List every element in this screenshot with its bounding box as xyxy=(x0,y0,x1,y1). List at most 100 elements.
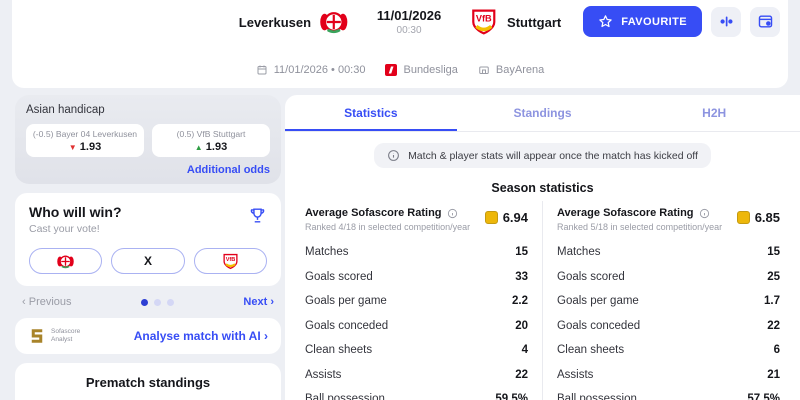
trophy-icon xyxy=(248,206,267,225)
leverkusen-logo-icon xyxy=(320,8,348,36)
sidebar: Asian handicap (-0.5) Bayer 04 Leverkuse… xyxy=(15,95,281,400)
star-icon xyxy=(598,14,613,29)
carousel-dots xyxy=(140,298,174,306)
away-rank-note: Ranked 5/18 in selected competition/year xyxy=(557,222,723,232)
info-icon xyxy=(447,208,458,219)
stat-row: Clean sheets 6 xyxy=(557,344,780,356)
stat-row: Assists 21 xyxy=(557,368,780,381)
sofascore-analyst-brand: Sofascore Analyst xyxy=(28,327,80,345)
stadium-icon xyxy=(478,64,490,76)
match-meta: 11/01/2026 • 00:30 Bundesliga BayArena xyxy=(12,64,788,76)
svg-text:VfB: VfB xyxy=(226,257,236,263)
additional-odds-link[interactable]: Additional odds xyxy=(186,164,270,176)
stat-row: Matches 15 xyxy=(557,246,780,258)
away-team-name: Stuttgart xyxy=(507,14,562,30)
stat-row: Goals conceded 22 xyxy=(557,319,780,332)
favourite-label: FAVOURITE xyxy=(621,15,687,28)
vote-card: Who will win? Cast your vote! xyxy=(15,193,281,286)
stat-row: Matches 15 xyxy=(305,246,528,258)
odds-away[interactable]: (0.5) VfB Stuttgart ▲ 1.93 xyxy=(152,124,270,157)
away-stats-column: Average Sofascore Rating Ranked 5/18 in … xyxy=(543,201,794,400)
brand-line-1: Sofascore xyxy=(51,327,81,335)
tab-standings[interactable]: Standings xyxy=(457,95,629,131)
stuttgart-logo-icon: VfB xyxy=(222,253,239,270)
rating-badge-icon xyxy=(736,211,750,224)
vote-draw-button[interactable]: X xyxy=(111,248,185,274)
info-icon xyxy=(699,208,710,219)
prematch-standings-card: Prematch standings # Team Latest Pts xyxy=(15,363,281,400)
match-time: 00:30 xyxy=(396,25,422,36)
tab-h2h[interactable]: H2H xyxy=(628,95,800,131)
home-rating-value: 6.94 xyxy=(502,210,528,225)
stat-row: Assists 22 xyxy=(305,368,528,381)
odds-home[interactable]: (-0.5) Bayer 04 Leverkusen ▼ 1.93 xyxy=(26,124,144,157)
analyse-with-ai-link[interactable]: Analyse match with AI › xyxy=(133,329,268,343)
odds-away-value: 1.93 xyxy=(205,141,228,153)
home-stats-column: Average Sofascore Rating Ranked 4/18 in … xyxy=(291,201,543,400)
brand-line-2: Analyst xyxy=(51,336,73,343)
home-rank-note: Ranked 4/18 in selected competition/year xyxy=(305,222,471,232)
sidebar-carousel: ‹ Previous Next › xyxy=(15,295,281,309)
home-rating-label: Average Sofascore Rating xyxy=(305,207,442,219)
match-datetime: 11/01/2026 00:30 xyxy=(364,8,454,36)
stat-row: Goals conceded 20 xyxy=(305,319,528,332)
season-statistics-title: Season statistics xyxy=(491,181,594,195)
carousel-dot[interactable] xyxy=(140,298,148,306)
favourite-button[interactable]: FAVOURITE xyxy=(583,6,702,37)
meta-venue: BayArena xyxy=(478,64,544,76)
svg-text:VfB: VfB xyxy=(476,14,492,24)
meta-competition[interactable]: Bundesliga xyxy=(385,64,458,76)
kickoff-notice: Match & player stats will appear once th… xyxy=(374,143,711,168)
window-clock-icon xyxy=(757,13,774,30)
stat-row: Clean sheets 4 xyxy=(305,344,528,356)
stat-row: Goals per game 1.7 xyxy=(557,295,780,307)
vote-home-button[interactable] xyxy=(29,248,103,274)
header-actions: FAVOURITE xyxy=(583,6,780,37)
vote-away-button[interactable]: VfB xyxy=(193,248,267,274)
main-tabs: Statistics Standings H2H xyxy=(285,95,800,132)
stat-row: Ball possession 57.5% xyxy=(557,393,780,400)
leverkusen-logo-icon xyxy=(57,253,74,270)
compare-odds-button[interactable] xyxy=(711,6,741,37)
bundesliga-icon xyxy=(385,64,398,76)
carousel-dot[interactable] xyxy=(153,298,161,306)
asian-handicap-card: Asian handicap (-0.5) Bayer 04 Leverkuse… xyxy=(15,95,281,184)
carousel-next[interactable]: Next › xyxy=(243,296,274,308)
main-panel: Statistics Standings H2H Match & player … xyxy=(285,95,800,400)
sofascore-analyst-logo-icon xyxy=(28,327,46,345)
match-header: Leverkusen 11/01/2026 00:30 VfB xyxy=(12,0,788,88)
carousel-previous[interactable]: ‹ Previous xyxy=(22,296,72,308)
rating-badge-icon xyxy=(484,211,498,224)
odds-home-value: 1.93 xyxy=(79,141,102,153)
odds-up-icon: ▲ xyxy=(194,143,203,152)
stuttgart-logo-icon: VfB xyxy=(470,8,498,36)
odds-down-icon: ▼ xyxy=(68,143,77,152)
vote-title: Who will win? xyxy=(29,204,122,220)
info-icon xyxy=(387,149,400,162)
away-team[interactable]: VfB Stuttgart xyxy=(470,8,561,36)
carousel-dot[interactable] xyxy=(166,298,174,306)
calendar-icon xyxy=(256,64,268,76)
match-summary: Leverkusen 11/01/2026 00:30 VfB xyxy=(239,8,561,36)
tab-statistics[interactable]: Statistics xyxy=(285,95,457,131)
stat-row: Ball possession 59.5% xyxy=(305,393,528,400)
kickoff-notice-text: Match & player stats will appear once th… xyxy=(408,149,698,162)
vote-subtitle: Cast your vote! xyxy=(29,223,100,235)
odds-title: Asian handicap xyxy=(26,104,105,116)
add-to-calendar-button[interactable] xyxy=(750,6,780,37)
stat-row: Goals scored 33 xyxy=(305,270,528,283)
match-date: 11/01/2026 xyxy=(376,8,442,23)
chevron-left-icon: ‹ xyxy=(22,296,26,308)
compare-icon xyxy=(718,13,735,30)
home-team-name: Leverkusen xyxy=(238,14,312,30)
vote-draw-label: X xyxy=(143,254,152,268)
meta-datetime: 11/01/2026 • 00:30 xyxy=(256,64,365,76)
ai-analyst-card[interactable]: Sofascore Analyst Analyse match with AI … xyxy=(15,318,281,354)
chevron-right-icon: › xyxy=(270,296,274,308)
away-rating-label: Average Sofascore Rating xyxy=(557,207,694,219)
season-statistics: Average Sofascore Rating Ranked 4/18 in … xyxy=(285,201,800,400)
stat-row: Goals scored 25 xyxy=(557,270,780,283)
home-team[interactable]: Leverkusen xyxy=(239,8,348,36)
away-rating-value: 6.85 xyxy=(754,210,780,225)
prematch-standings-title: Prematch standings xyxy=(85,375,211,390)
